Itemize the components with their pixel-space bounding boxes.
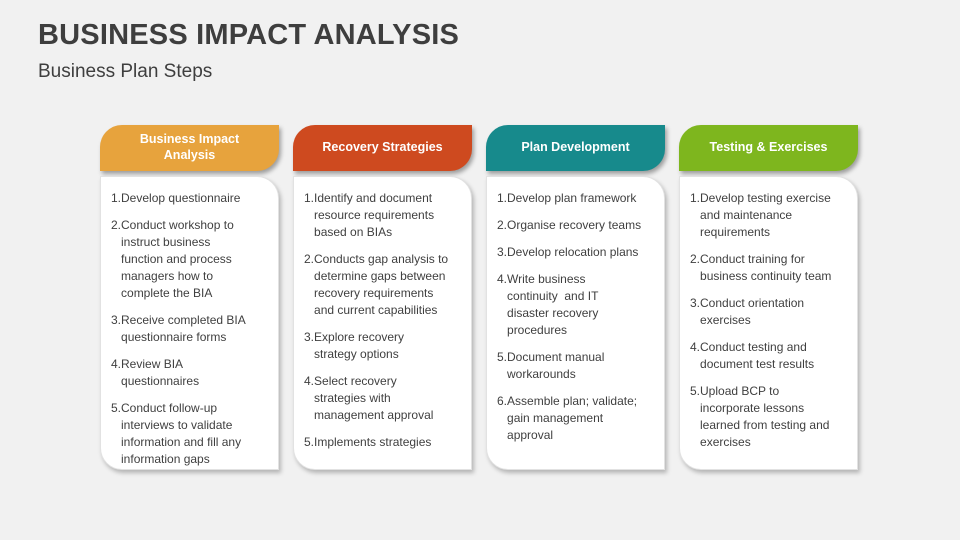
- list-item: 3. Develop relocation plans: [497, 244, 658, 261]
- list-item: 2. Organise recovery teams: [497, 217, 658, 234]
- list-item-number: 4.: [690, 340, 701, 355]
- list-item: 1. Identify and document resource requir…: [304, 190, 465, 241]
- list-item: 5. Document manual workarounds: [497, 349, 658, 383]
- list-item: 4. Write business continuity and IT disa…: [497, 271, 658, 339]
- list-item: 3. Explore recovery strategy options: [304, 329, 465, 363]
- list-item-text: Conduct testing and document test result…: [700, 340, 815, 372]
- list-item-text: Conduct orientation exercises: [700, 296, 805, 328]
- list-item-text: Document manual workarounds: [507, 350, 605, 382]
- list-item: 6. Assemble plan; validate; gain managem…: [497, 393, 658, 444]
- list-item: 2. Conducts gap analysis to determine ga…: [304, 251, 465, 319]
- list-item: 4. Conduct testing and document test res…: [690, 339, 851, 373]
- list-item: 5. Implements strategies: [304, 434, 465, 451]
- list-item-number: 4.: [304, 374, 315, 389]
- list-item: 3. Conduct orientation exercises: [690, 295, 851, 329]
- list-item-number: 3.: [497, 245, 508, 260]
- list-item-number: 4.: [111, 357, 122, 372]
- list-item: 2. Conduct training for business continu…: [690, 251, 851, 285]
- list-item-text: Identify and document resource requireme…: [314, 191, 435, 240]
- list-item-number: 5.: [111, 401, 122, 416]
- list-item-text: Conducts gap analysis to determine gaps …: [314, 252, 449, 318]
- list-item-text: Review BIA questionnaires: [121, 357, 200, 389]
- list-item-number: 5.: [497, 350, 508, 365]
- list-item-text: Upload BCP to incorporate lessons learne…: [700, 384, 830, 450]
- column-header-label: Testing & Exercises: [709, 140, 828, 155]
- list-item-text: Select recovery strategies with manageme…: [314, 374, 434, 423]
- list-item-number: 3.: [690, 296, 701, 311]
- column-header-label: Plan Development: [521, 140, 630, 155]
- list-item-text: Develop plan framework: [507, 191, 637, 205]
- list-item-number: 2.: [304, 252, 315, 267]
- list-item-number: 3.: [304, 330, 315, 345]
- process-column: Business Impact Analysis 1. Develop ques…: [100, 125, 279, 470]
- page-subtitle: Business Plan Steps: [38, 61, 213, 82]
- process-column: Recovery Strategies 1. Identify and docu…: [293, 125, 472, 470]
- list-item-text: Assemble plan; validate; gain management…: [507, 394, 638, 443]
- list-item-number: 1.: [304, 191, 315, 205]
- list-item-number: 2.: [111, 218, 122, 233]
- list-item: 1. Develop testing exercise and maintena…: [690, 190, 851, 241]
- list-item-text: Conduct follow-up interviews to validate…: [121, 401, 242, 467]
- list-item-text: Develop testing exercise and maintenance…: [700, 191, 831, 240]
- list-item-number: 5.: [690, 384, 701, 399]
- process-column: Plan Development 1. Develop plan framewo…: [486, 125, 665, 470]
- list-item-number: 1.: [111, 191, 122, 205]
- list-item: 4. Select recovery strategies with manag…: [304, 373, 465, 424]
- column-card: 1. Develop testing exercise and maintena…: [679, 176, 858, 470]
- process-columns: Business Impact Analysis 1. Develop ques…: [100, 125, 858, 470]
- list-item-text: Organise recovery teams: [507, 218, 642, 233]
- list-item-number: 2.: [497, 218, 508, 233]
- list-item-number: 1.: [690, 191, 701, 205]
- list-item: 1. Develop plan framework: [497, 190, 658, 207]
- list-item-number: 6.: [497, 394, 508, 409]
- list-item-number: 2.: [690, 252, 701, 267]
- column-header: Testing & Exercises: [679, 125, 858, 171]
- column-card: 1. Develop plan framework 2. Organise re…: [486, 176, 665, 470]
- list-item-text: Implements strategies: [314, 435, 432, 450]
- list-item: 2. Conduct workshop to instruct business…: [111, 217, 272, 302]
- list-item: 4. Review BIA questionnaires: [111, 356, 272, 390]
- list-item: 5. Upload BCP to incorporate lessons lea…: [690, 383, 851, 451]
- list-item-text: Receive completed BIA questionnaire form…: [121, 313, 246, 345]
- list-item: 3. Receive completed BIA questionnaire f…: [111, 312, 272, 346]
- list-item-text: Conduct workshop to instruct business fu…: [121, 218, 234, 301]
- list-item-text: Write business continuity and IT disaste…: [507, 272, 599, 338]
- list-item-number: 5.: [304, 435, 315, 450]
- list-item-number: 4.: [497, 272, 508, 287]
- process-column: Testing & Exercises 1. Develop testing e…: [679, 125, 858, 470]
- list-item: 5. Conduct follow-up interviews to valid…: [111, 400, 272, 468]
- page-title: BUSINESS IMPACT ANALYSIS: [38, 19, 460, 51]
- column-card: 1. Develop questionnaire 2. Conduct work…: [100, 176, 279, 470]
- list-item-text: Conduct training for business continuity…: [700, 252, 832, 284]
- list-item-text: Develop relocation plans: [507, 245, 639, 260]
- column-header-label: Business Impact Analysis: [139, 132, 240, 162]
- list-item-number: 3.: [111, 313, 122, 328]
- list-item: 1. Develop questionnaire: [111, 190, 272, 207]
- column-header-label: Recovery Strategies: [322, 140, 443, 155]
- column-header: Recovery Strategies: [293, 125, 472, 171]
- column-header: Plan Development: [486, 125, 665, 171]
- list-item-text: Develop questionnaire: [121, 191, 241, 205]
- column-card: 1. Identify and document resource requir…: [293, 176, 472, 470]
- column-header: Business Impact Analysis: [100, 125, 279, 171]
- list-item-number: 1.: [497, 191, 508, 205]
- list-item-text: Explore recovery strategy options: [314, 330, 405, 362]
